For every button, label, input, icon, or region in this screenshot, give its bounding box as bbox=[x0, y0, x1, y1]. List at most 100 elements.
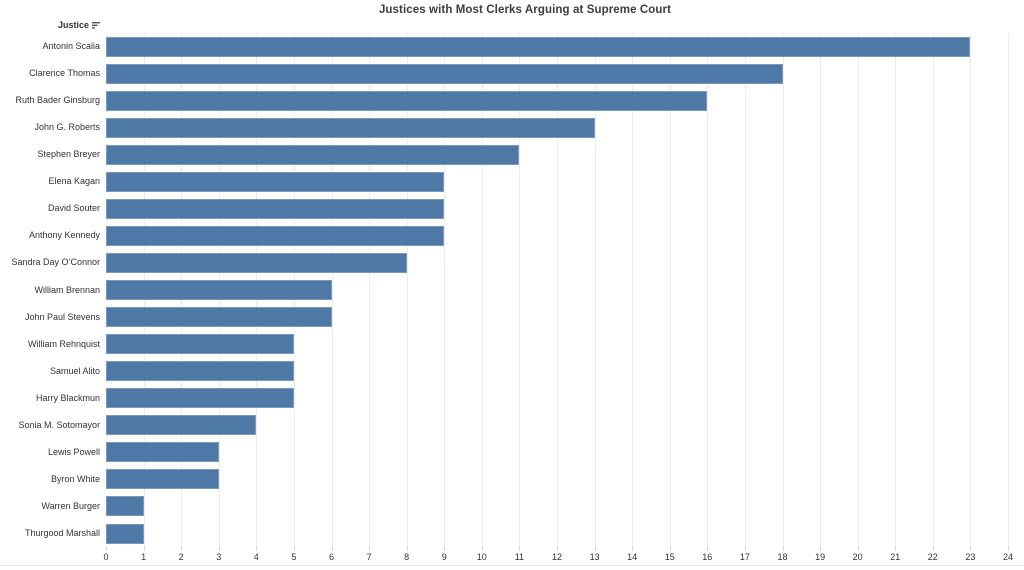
axis-tick-mark bbox=[782, 547, 784, 551]
bar[interactable] bbox=[106, 144, 520, 165]
gridline bbox=[782, 33, 784, 547]
axis-tick-label: 8 bbox=[404, 552, 410, 562]
axis-tick-mark bbox=[932, 547, 934, 551]
axis-tick-label: 14 bbox=[627, 552, 638, 562]
row-label[interactable]: Antonin Scalia bbox=[42, 41, 100, 51]
axis-tick-label: 6 bbox=[328, 552, 334, 562]
axis-tick-label: 0 bbox=[103, 552, 109, 562]
axis-tick-label: 11 bbox=[514, 552, 525, 562]
axis-tick-label: 19 bbox=[815, 552, 826, 562]
axis-tick-label: 22 bbox=[927, 552, 938, 562]
bar[interactable] bbox=[106, 496, 144, 517]
axis-tick-mark bbox=[519, 547, 521, 551]
axis-tick-mark bbox=[557, 547, 558, 551]
x-axis: 0 1 2 3 4 5 6 7 8 9 10 11 12 13 14 15 16 17 18 19 20 21 22 23 24 bbox=[0, 547, 1024, 565]
axis-tick-mark bbox=[293, 547, 295, 551]
justice-column-header[interactable]: Justice bbox=[0, 20, 100, 31]
gridline bbox=[932, 33, 934, 547]
bar[interactable] bbox=[106, 307, 332, 328]
bar[interactable] bbox=[106, 388, 294, 409]
axis-tick-label: 1 bbox=[141, 552, 147, 562]
axis-tick-label: 3 bbox=[216, 552, 222, 562]
gridline bbox=[481, 33, 483, 547]
gridline bbox=[820, 33, 822, 547]
axis-tick-mark bbox=[444, 547, 446, 551]
sort-descending-icon bbox=[92, 21, 100, 31]
bar[interactable] bbox=[106, 252, 407, 273]
gridline bbox=[331, 33, 333, 547]
axis-tick-mark bbox=[820, 547, 822, 551]
axis-tick-label: 9 bbox=[441, 552, 447, 562]
row-label[interactable]: Warren Burger bbox=[41, 500, 100, 511]
axis-tick-label: 16 bbox=[702, 552, 713, 562]
axis-tick-mark bbox=[406, 547, 408, 551]
row-label[interactable]: Sandra Day O’Connor bbox=[11, 257, 100, 268]
row-label[interactable]: John Paul Stevens bbox=[24, 311, 100, 322]
bar[interactable] bbox=[106, 415, 257, 436]
axis-tick-mark bbox=[256, 547, 258, 551]
row-label[interactable]: David Souter bbox=[47, 203, 100, 214]
row-label[interactable]: Lewis Powell bbox=[47, 446, 100, 457]
row-label[interactable]: Samuel Alito bbox=[49, 365, 100, 376]
bar[interactable] bbox=[106, 117, 595, 138]
row-label[interactable]: Clarence Thomas bbox=[29, 68, 100, 79]
gridline bbox=[557, 33, 558, 547]
gridline bbox=[406, 33, 408, 547]
gridline bbox=[895, 33, 897, 547]
axis-tick-label: 13 bbox=[589, 552, 600, 562]
row-label[interactable]: Byron White bbox=[50, 473, 100, 484]
row-label[interactable]: John G. Roberts bbox=[34, 122, 100, 133]
axis-tick-mark bbox=[143, 547, 145, 551]
row-label[interactable]: Anthony Kennedy bbox=[28, 230, 100, 241]
gridline bbox=[857, 33, 859, 547]
bar[interactable] bbox=[106, 225, 445, 246]
justice-column-label: Justice bbox=[57, 20, 89, 30]
bottom-divider bbox=[0, 565, 1024, 566]
axis-tick-mark bbox=[106, 547, 107, 551]
row-label[interactable]: William Rehnquist bbox=[27, 338, 100, 349]
row-label[interactable]: William Brennan bbox=[34, 284, 100, 295]
axis-tick-label: 17 bbox=[739, 552, 750, 562]
bar[interactable] bbox=[106, 280, 332, 300]
bar[interactable] bbox=[106, 90, 708, 111]
bar[interactable] bbox=[106, 171, 445, 192]
gridline bbox=[444, 33, 446, 547]
axis-tick-mark bbox=[218, 547, 220, 551]
axis-tick-mark bbox=[369, 547, 371, 551]
axis-tick-mark bbox=[669, 547, 671, 551]
row-label[interactable]: Ruth Bader Ginsburg bbox=[15, 95, 100, 106]
axis-tick-mark bbox=[594, 547, 596, 551]
axis-tick-mark bbox=[857, 547, 859, 551]
axis-tick-label: 12 bbox=[551, 552, 562, 562]
gridline bbox=[744, 33, 746, 547]
row-label[interactable]: Sonia M. Sotomayor bbox=[18, 419, 100, 430]
bar[interactable] bbox=[106, 63, 783, 84]
bar[interactable] bbox=[106, 198, 445, 219]
axis-tick-mark bbox=[632, 547, 634, 551]
chart-title: Justices with Most Clerks Arguing at Sup… bbox=[378, 4, 672, 16]
axis-tick-label: 4 bbox=[253, 552, 259, 562]
axis-tick-label: 5 bbox=[291, 552, 297, 562]
row-label[interactable]: Stephen Breyer bbox=[37, 149, 100, 160]
bar[interactable] bbox=[106, 334, 294, 355]
bar[interactable] bbox=[106, 442, 219, 463]
bar[interactable] bbox=[106, 469, 219, 490]
axis-tick-label: 24 bbox=[1002, 552, 1013, 562]
gridline bbox=[369, 33, 371, 547]
gridline bbox=[970, 33, 972, 547]
row-label[interactable]: Harry Blackmun bbox=[35, 392, 100, 403]
gridline bbox=[707, 33, 709, 547]
bar[interactable] bbox=[106, 523, 144, 544]
row-label[interactable]: Elena Kagan bbox=[48, 176, 100, 187]
bar[interactable] bbox=[106, 361, 294, 382]
gridline bbox=[1008, 33, 1009, 547]
row-labels: Antonin Scalia Clarence Thomas Ruth Bader … bbox=[0, 33, 100, 547]
bar[interactable] bbox=[106, 36, 971, 57]
axis-tick-label: 15 bbox=[664, 552, 675, 562]
gridline bbox=[594, 33, 596, 547]
axis-tick-mark bbox=[970, 547, 972, 551]
row-label[interactable]: Thurgood Marshall bbox=[24, 527, 100, 538]
axis-tick-label: 7 bbox=[366, 552, 372, 562]
axis-tick-label: 18 bbox=[777, 552, 788, 562]
